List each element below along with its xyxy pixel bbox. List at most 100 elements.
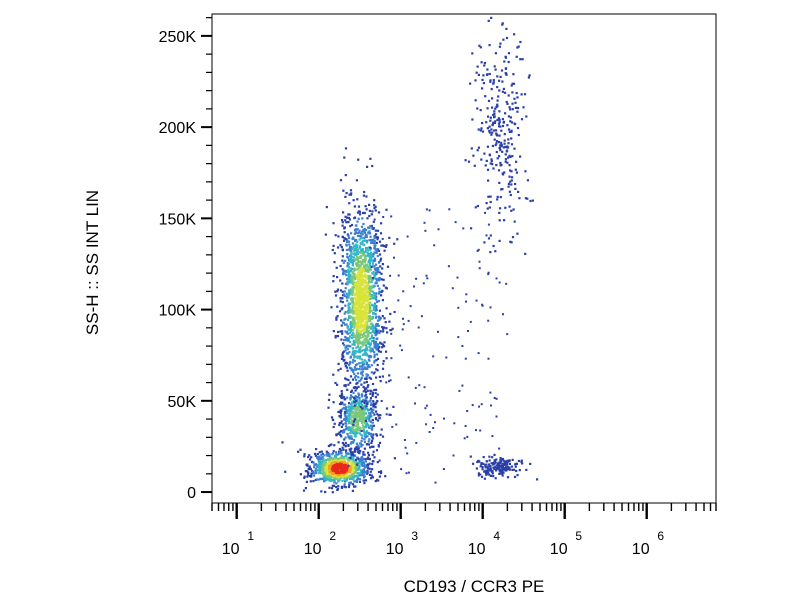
event-point [327,444,330,448]
event-point [362,426,365,429]
x-tick-label: 10 [222,541,240,558]
event-point [391,425,394,428]
event-point [346,388,349,391]
event-point [335,451,338,454]
event-point [377,260,381,264]
event-point [349,458,353,461]
event-point [506,467,509,470]
event-point [359,405,362,409]
event-point [371,445,374,448]
event-point [344,304,347,307]
event-point [322,476,325,479]
event-point [368,277,371,280]
event-point [515,469,518,473]
event-point [329,458,332,461]
event-point [507,115,510,118]
event-point [362,451,365,454]
event-point [480,61,483,64]
event-point [358,480,361,483]
event-point [341,330,344,333]
event-point [478,405,480,408]
event-point [393,242,396,245]
event-point [356,265,359,268]
event-point [358,477,361,481]
event-point [475,429,477,432]
event-point [361,283,364,286]
event-point [361,299,364,302]
event-point [513,97,516,100]
event-point [385,307,388,310]
event-point [369,290,372,293]
event-point [354,312,357,316]
event-point [490,158,493,161]
event-point [360,320,363,323]
event-point [486,107,489,110]
event-point [357,385,360,388]
event-point [481,468,484,471]
event-point [360,278,363,281]
event-point [348,193,351,196]
event-point [363,236,366,239]
event-point [357,425,360,428]
event-point [367,451,370,454]
event-point [437,228,440,231]
event-point [511,458,514,461]
event-point [512,208,515,211]
event-point [367,265,370,268]
event-point [303,475,306,478]
event-point [521,462,524,465]
event-point [360,237,363,240]
event-point [492,113,495,117]
event-point [389,274,392,277]
event-point [366,424,369,427]
event-point [487,237,491,240]
x-tick-label: 10 [632,541,650,558]
event-point [367,426,370,429]
event-point [314,467,317,470]
event-point [373,404,376,407]
event-point [369,295,372,298]
event-point [356,408,359,411]
event-point [313,474,316,477]
event-point [350,223,354,227]
event-point [346,240,349,243]
event-point [362,453,365,456]
event-point [318,458,321,461]
event-point [376,238,379,241]
event-point [352,459,355,462]
event-point [499,456,502,459]
event-point [345,418,348,422]
event-point [350,232,353,235]
event-point [476,107,479,110]
event-point [325,450,328,453]
event-point [381,367,385,370]
event-point [364,331,367,334]
event-point [347,383,350,386]
event-point [341,282,344,285]
event-point [500,466,503,469]
event-point [343,312,346,315]
event-point [348,362,352,365]
event-point [332,484,336,487]
event-point [353,324,356,328]
event-point [354,253,357,257]
event-point [347,276,350,279]
event-point [512,82,516,85]
event-point [371,393,375,396]
event-point [355,238,358,242]
event-point [503,142,506,145]
event-point [376,369,379,372]
event-point [352,322,355,326]
event-point [354,292,357,295]
event-point [379,341,382,344]
event-point [332,330,335,333]
event-point [332,275,335,278]
event-point [382,328,385,331]
event-point [345,477,348,481]
event-point [324,472,327,475]
event-point [350,462,353,465]
event-point [349,453,352,456]
event-point [361,353,365,356]
event-point [369,420,372,423]
event-point [501,90,504,93]
